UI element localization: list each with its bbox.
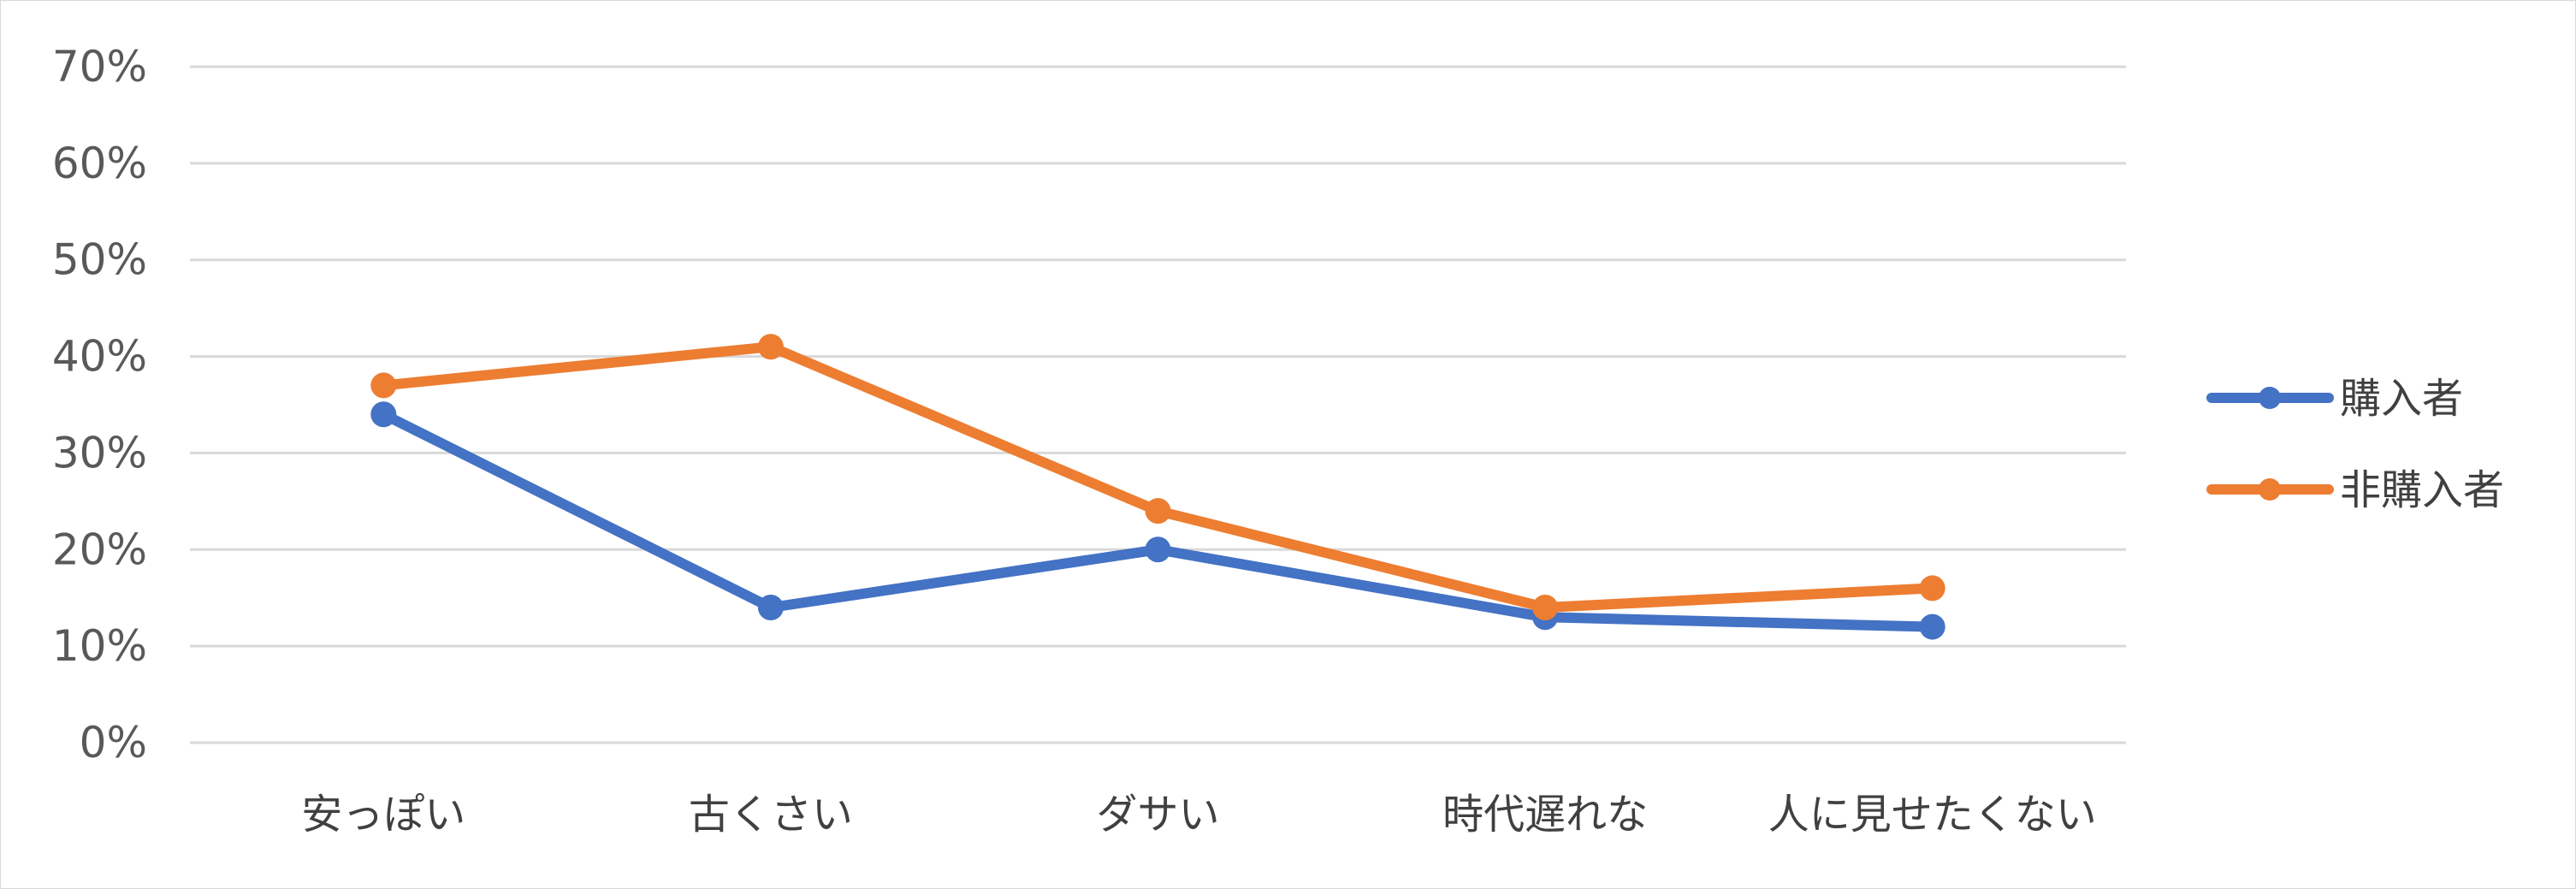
legend-label: 非購入者 xyxy=(2340,466,2504,514)
data-point xyxy=(757,334,784,360)
y-tick-label: 10% xyxy=(52,621,147,671)
y-tick-label: 60% xyxy=(52,139,147,188)
gridlines xyxy=(190,65,2126,744)
y-axis-tick-labels: 0% 10% 20% 30% 40% 50% 60% 70% xyxy=(52,42,147,768)
x-axis-category-labels: 安っぽい 古くさい ダサい 時代遅れな 人に見せたくない xyxy=(301,791,2096,839)
x-category-label: 古くさい xyxy=(689,791,853,839)
data-point xyxy=(1919,613,1945,640)
legend-swatch-marker xyxy=(2259,387,2281,409)
x-category-label: 時代遅れな xyxy=(1442,791,1648,839)
series-lines xyxy=(370,334,1945,640)
legend-label: 購入者 xyxy=(2340,375,2463,423)
y-tick-label: 40% xyxy=(52,332,147,382)
data-point xyxy=(370,401,397,428)
x-category-label: ダサい xyxy=(1096,791,1219,839)
data-point xyxy=(1145,536,1171,563)
y-tick-label: 50% xyxy=(52,235,147,285)
legend-swatch-marker xyxy=(2259,478,2281,501)
series-2 xyxy=(370,334,1945,620)
data-point xyxy=(1532,595,1559,620)
y-tick-label: 20% xyxy=(52,525,147,574)
series-line xyxy=(378,341,1938,613)
y-tick-label: 70% xyxy=(52,42,147,92)
legend-item: 購入者 xyxy=(2206,375,2463,423)
data-point xyxy=(757,595,784,620)
data-point xyxy=(1919,575,1945,602)
series-1 xyxy=(370,401,1945,640)
legend-item: 非購入者 xyxy=(2206,466,2504,514)
x-category-label: 人に見せたくない xyxy=(1768,791,2097,839)
data-point xyxy=(1145,498,1171,525)
y-tick-label: 0% xyxy=(80,718,147,768)
y-tick-label: 30% xyxy=(52,428,147,477)
data-point xyxy=(370,372,397,399)
x-category-label: 安っぽい xyxy=(301,791,465,839)
